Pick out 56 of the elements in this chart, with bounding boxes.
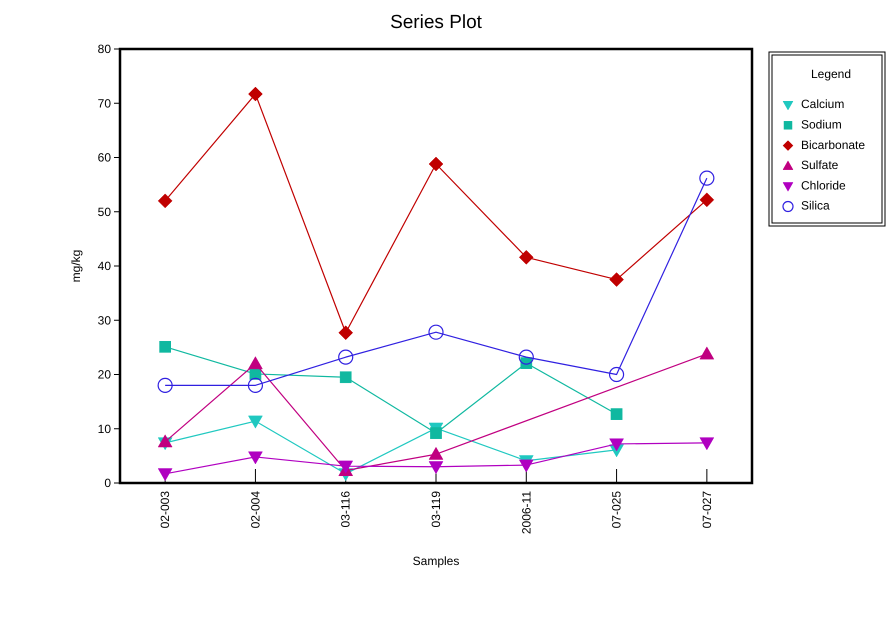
- point: [338, 460, 353, 474]
- legend-label: Sodium: [801, 118, 842, 132]
- y-tick-label: 30: [98, 313, 112, 328]
- point: [699, 170, 714, 186]
- legend-label: Sulfate: [801, 158, 839, 172]
- point: [338, 325, 353, 340]
- x-axis-title: Samples: [412, 554, 460, 568]
- y-tick-label: 70: [98, 96, 112, 110]
- point: [158, 434, 172, 448]
- x-tick-label: 07-025: [610, 490, 624, 528]
- x-tick-label: 07-027: [700, 490, 714, 528]
- y-tick-label: 80: [98, 42, 112, 56]
- x-tick-label: 02-004: [248, 490, 262, 528]
- point: [519, 460, 534, 472]
- point: [608, 366, 624, 382]
- point: [700, 437, 714, 450]
- x-tick-label: 02-003: [158, 490, 172, 528]
- point: [428, 446, 444, 460]
- point: [428, 461, 444, 474]
- point: [609, 438, 624, 452]
- point: [428, 324, 444, 340]
- y-tick-label: 40: [98, 259, 112, 274]
- point: [700, 192, 714, 208]
- point: [610, 408, 622, 420]
- x-tick-label: 03-119: [429, 490, 443, 528]
- point: [159, 340, 171, 353]
- y-tick-label: 0: [104, 476, 112, 490]
- legend-label: Silica: [801, 198, 830, 213]
- legend-title: Legend: [810, 67, 852, 81]
- point: [248, 356, 263, 370]
- legend-label: Chloride: [801, 178, 846, 192]
- point: [428, 156, 444, 172]
- legend-label: Calcium: [801, 97, 844, 112]
- point: [158, 378, 173, 393]
- x-tick-label: 2006-11: [519, 490, 534, 534]
- x-tick-label: 03-116: [338, 490, 353, 528]
- y-tick-label: 60: [98, 150, 112, 165]
- point: [518, 350, 534, 365]
- point: [248, 378, 264, 393]
- point: [340, 371, 352, 384]
- point: [158, 468, 172, 482]
- point: [338, 350, 354, 365]
- point: [609, 272, 624, 287]
- point: [430, 427, 442, 439]
- point: [248, 451, 263, 464]
- point: [158, 194, 172, 208]
- y-tick-label: 50: [98, 204, 112, 219]
- y-tick-label: 20: [98, 368, 112, 382]
- point: [519, 250, 534, 265]
- chart-title: Series Plot: [390, 12, 483, 33]
- point: [248, 416, 263, 428]
- y-tick-label: 10: [98, 422, 112, 436]
- point: [248, 86, 263, 102]
- y-axis-title: mg/kg: [69, 250, 83, 282]
- point: [700, 346, 714, 360]
- legend-label: Bicarbonate: [801, 138, 866, 152]
